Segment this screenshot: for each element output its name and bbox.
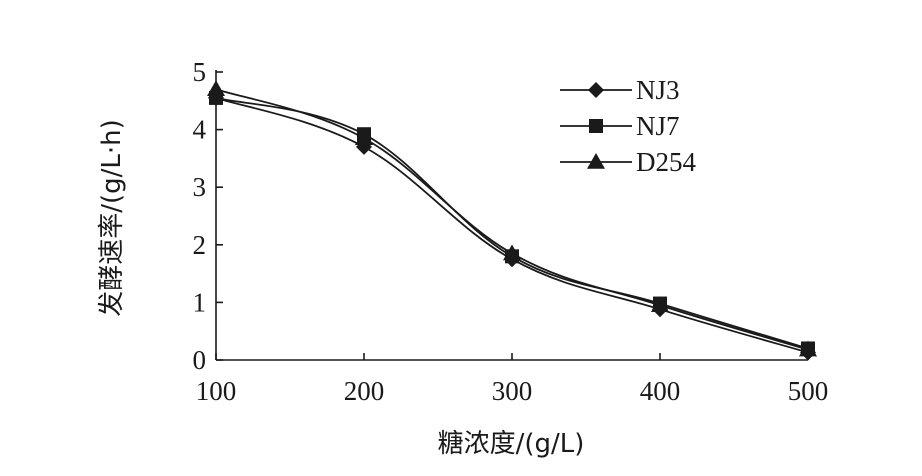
legend-entry: D254 <box>560 147 696 177</box>
y-axis-ticks: 0 1 2 3 4 5 <box>193 57 223 375</box>
x-tick-label: 400 <box>640 376 681 406</box>
legend-label: D254 <box>636 147 696 177</box>
data-point-triangle <box>799 340 817 357</box>
legend-label: NJ3 <box>636 75 680 105</box>
legend-marker-square <box>589 119 603 133</box>
series-nj3 <box>208 89 816 361</box>
x-tick-label: 100 <box>196 376 237 406</box>
series-layer <box>207 80 817 361</box>
legend-label: NJ7 <box>636 111 680 141</box>
y-tick-label: 3 <box>193 172 207 202</box>
x-axis-title: 糖浓度/(g/L) <box>438 429 585 459</box>
y-tick-label: 5 <box>193 57 207 87</box>
data-point-triangle <box>207 80 225 97</box>
x-tick-label: 500 <box>788 376 829 406</box>
legend: NJ3 NJ7 D254 <box>560 75 696 177</box>
series-line <box>215 97 809 354</box>
x-axis-ticks: 100 200 300 400 500 <box>196 353 829 406</box>
series-d254 <box>207 80 817 357</box>
data-point-triangle <box>503 244 521 261</box>
legend-marker-diamond <box>588 82 604 98</box>
x-tick-label: 300 <box>492 376 533 406</box>
legend-entry: NJ7 <box>560 111 680 141</box>
y-tick-label: 0 <box>193 345 207 375</box>
series-nj7 <box>209 90 815 356</box>
y-tick-label: 4 <box>193 115 207 145</box>
y-tick-label: 2 <box>193 230 207 260</box>
data-point-triangle <box>355 129 373 145</box>
legend-marker-triangle <box>587 153 605 169</box>
legend-entry: NJ3 <box>560 75 680 105</box>
series-line <box>215 88 809 351</box>
data-point-triangle <box>651 296 669 313</box>
x-tick-label: 200 <box>344 376 385 406</box>
y-tick-label: 1 <box>193 287 207 317</box>
series-line <box>215 97 809 350</box>
y-axis-title: 发酵速率/(g/L·h) <box>97 119 127 317</box>
